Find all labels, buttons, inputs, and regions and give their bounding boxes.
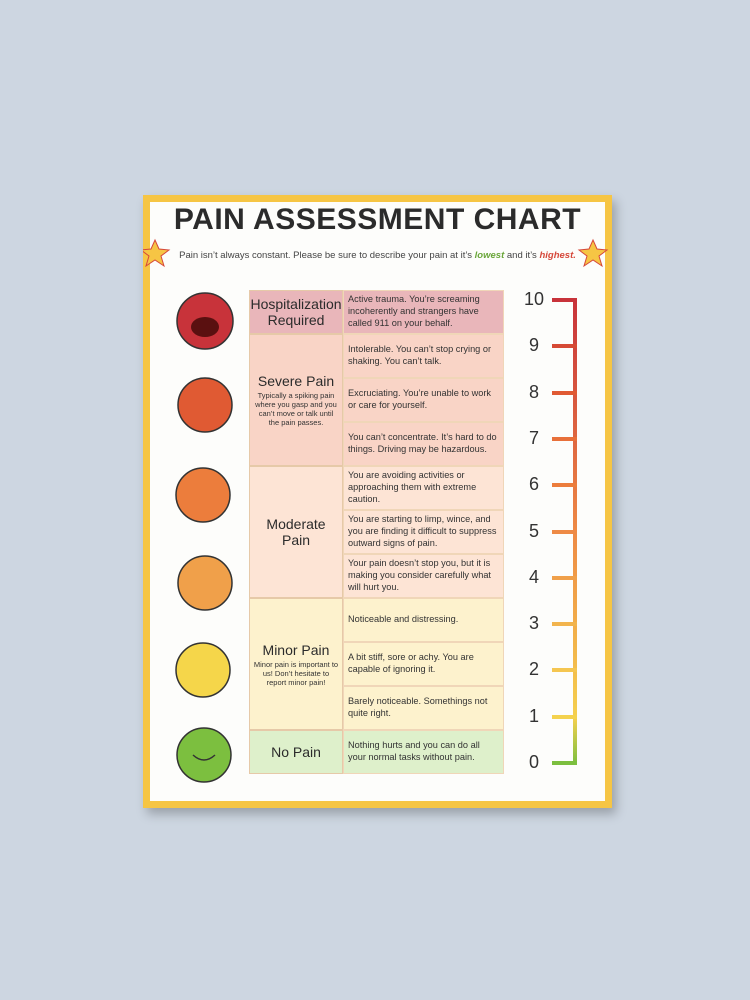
category-label: Hospitalization Required	[250, 296, 342, 328]
subtitle-highest: highest	[539, 250, 574, 261]
scale-tick	[552, 436, 577, 441]
subtitle-lowest: lowest	[474, 250, 505, 261]
scale-tick	[552, 575, 577, 580]
scale-number: 10	[523, 289, 545, 309]
category-label: Minor Pain	[262, 641, 330, 658]
scale-number: 0	[528, 752, 539, 772]
subtitle-middle: and it’s	[504, 250, 540, 261]
level-description: Noticeable and distressing.	[343, 598, 504, 642]
level-description: A bit stiff, sore or achy. You are capab…	[343, 642, 504, 686]
level-description: You are avoiding activities or approachi…	[343, 466, 504, 510]
level-description: You are starting to limp, wince, and you…	[343, 510, 504, 554]
level-description: Barely noticeable. Somethings not quite …	[343, 686, 504, 730]
scale-number: 2	[528, 659, 539, 680]
subtitle: Pain isn’t always constant. Please be su…	[143, 250, 612, 261]
scale-tick	[552, 390, 577, 395]
face-moderate	[175, 467, 231, 523]
smile	[192, 754, 216, 761]
category-cell: Hospitalization Required	[249, 290, 343, 334]
scale-number: 8	[528, 381, 539, 402]
category-label: No Pain	[271, 744, 321, 760]
category-note: Typically a spiking pain where you gasp …	[255, 391, 337, 427]
scale-tick	[552, 714, 577, 719]
category-note: Minor pain is important to us! Don’t hes…	[253, 659, 339, 687]
subtitle-after: .	[573, 250, 576, 261]
level-description: Active trauma. You’re screaming incohere…	[343, 290, 504, 334]
level-description: You can’t concentrate. It’s hard to do t…	[343, 422, 504, 466]
face-no-pain	[176, 727, 232, 783]
canvas-print: PAIN ASSESSMENT CHART Pain isn’t always c…	[143, 195, 612, 808]
category-cell: Moderate Pain	[249, 466, 343, 598]
star	[577, 238, 609, 268]
scale-tick	[552, 298, 577, 302]
subtitle-before: Pain isn’t always constant. Please be su…	[179, 250, 475, 261]
face-moderate-low	[177, 555, 233, 611]
scale-number: 7	[528, 427, 539, 448]
level-description: Your pain doesn’t stop you, but it is ma…	[343, 554, 504, 598]
category-cell: Minor Pain Minor pain is important to us!…	[249, 598, 343, 730]
level-description: Nothing hurts and you can do all your no…	[343, 730, 504, 774]
category-label: Severe Pain	[257, 373, 335, 389]
faces	[143, 238, 609, 783]
category-cell: No Pain	[249, 730, 343, 774]
scale-number: 5	[528, 520, 539, 541]
scale-tick	[552, 529, 577, 534]
face-severe	[177, 377, 233, 433]
level-description: Excruciating. You’re unable to work or c…	[343, 378, 504, 422]
star	[143, 238, 171, 268]
scale-tick	[552, 761, 577, 765]
category-cell: Severe Pain Typically a spiking pain wher…	[249, 334, 343, 466]
scale-tick	[552, 622, 577, 627]
scale-tick	[552, 483, 577, 488]
scale-number: 6	[528, 474, 539, 495]
scale-number: 4	[528, 566, 539, 587]
scale-tick	[552, 668, 577, 673]
face-minor	[175, 642, 231, 698]
mouth	[191, 317, 219, 337]
category-label: Moderate Pain	[266, 516, 326, 548]
level-description: Intolerable. You can’t stop crying or sh…	[343, 334, 504, 378]
scale-number: 9	[528, 335, 539, 356]
scale-tick	[552, 344, 577, 349]
scale-number: 3	[528, 613, 539, 634]
scale-number: 1	[528, 705, 539, 726]
title: PAIN ASSESSMENT CHART	[173, 203, 582, 236]
